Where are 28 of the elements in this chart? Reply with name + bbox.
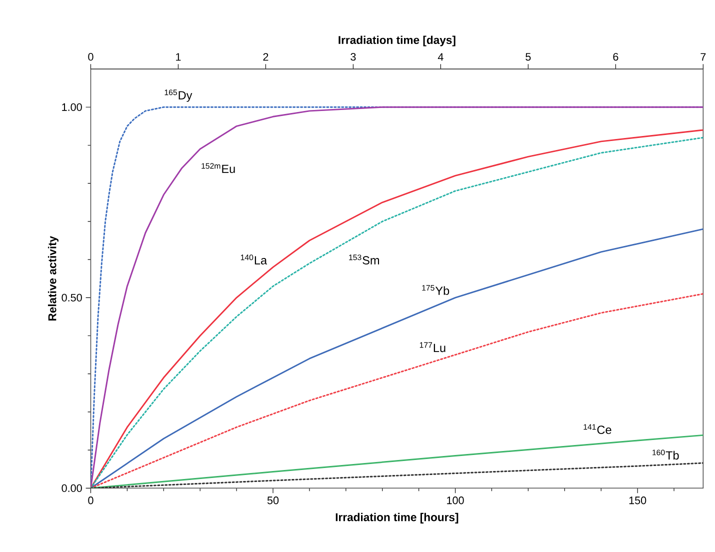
x2-tick-label: 3 [350, 52, 356, 61]
series-label: $^{140}$La [240, 254, 268, 264]
x2-tick-label: 2 [263, 52, 268, 61]
y-axis-title: Relative activity [48, 236, 58, 320]
x-tick-label: 50 [267, 496, 279, 504]
x2-tick-label: 6 [613, 52, 618, 61]
line-series [90, 462, 704, 488]
x-tick-label: 150 [629, 496, 646, 504]
series-label: $^{152m}$Eu [202, 163, 235, 173]
series-label: $^{153}$Sm [349, 254, 380, 264]
x-axis-title: Irradiation time [hours] [336, 512, 458, 524]
x2-tick-label: 5 [526, 52, 531, 61]
series-label: $^{165}$Dy [164, 89, 192, 102]
x2-tick-label: 7 [700, 53, 706, 61]
series-label: $^{160}$Tb [652, 450, 679, 460]
x-tick-label: 0 [88, 496, 94, 504]
line-series [90, 434, 704, 488]
x2-tick-label: 0 [88, 52, 94, 61]
series-label: $^{141}$Ce [584, 424, 612, 434]
series-label: $^{177}$Lu [420, 342, 446, 352]
x2-tick-label: 4 [438, 53, 444, 61]
x2-tick-label: 1 [176, 53, 181, 61]
y-tick-label: 0.00 [62, 484, 82, 492]
y-tick-label: 0.50 [62, 294, 82, 302]
y-tick-label: 1.00 [62, 103, 82, 111]
x2-axis-title: Irradiation time [days] [338, 36, 456, 46]
x-tick-label: 100 [447, 496, 464, 504]
series-label: $^{175}$Yb [422, 285, 450, 295]
